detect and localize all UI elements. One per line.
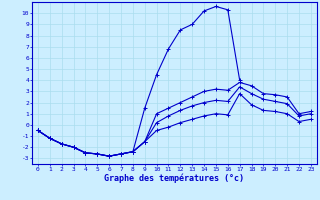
X-axis label: Graphe des températures (°c): Graphe des températures (°c) xyxy=(104,173,244,183)
